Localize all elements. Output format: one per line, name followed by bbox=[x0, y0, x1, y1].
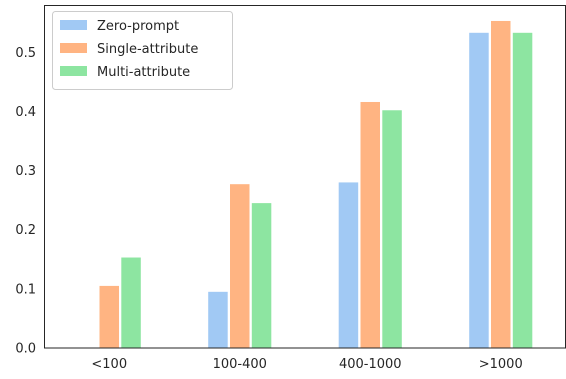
bar-single-attribute-3 bbox=[491, 20, 511, 348]
bar-multi-attribute-2 bbox=[382, 110, 402, 348]
bar-multi-attribute-0 bbox=[121, 257, 141, 348]
legend-label: Multi-attribute bbox=[97, 65, 190, 80]
legend-label: Single-attribute bbox=[97, 42, 198, 57]
bar-zero-prompt-3 bbox=[469, 32, 489, 348]
y-tick-label: 0.5 bbox=[15, 46, 36, 61]
y-tick-label: 0.3 bbox=[15, 164, 36, 179]
legend: Zero-prompt Single-attribute Multi-attribu… bbox=[52, 11, 233, 90]
x-axis-ticks: <100 100-400 400-1000 >1000 bbox=[91, 357, 522, 372]
y-tick-label: 0.1 bbox=[15, 282, 36, 297]
legend-swatch bbox=[60, 20, 87, 30]
legend-swatch bbox=[60, 43, 87, 53]
x-tick-label: 100-400 bbox=[213, 357, 267, 372]
x-tick-label: <100 bbox=[91, 357, 127, 372]
x-tick-label: 400-1000 bbox=[339, 357, 402, 372]
legend-box bbox=[52, 11, 233, 90]
bar-single-attribute-1 bbox=[230, 184, 250, 348]
bars-layer bbox=[99, 20, 533, 348]
y-tick-label: 0.2 bbox=[15, 223, 36, 238]
bar-single-attribute-0 bbox=[99, 285, 119, 348]
y-tick-label: 0.4 bbox=[15, 105, 36, 120]
y-tick-label: 0.0 bbox=[15, 342, 36, 357]
legend-label: Zero-prompt bbox=[97, 19, 179, 34]
bar-multi-attribute-1 bbox=[251, 203, 272, 348]
x-tick-label: >1000 bbox=[479, 357, 523, 372]
bar-single-attribute-2 bbox=[360, 101, 380, 348]
y-axis-ticks: 0.0 0.1 0.2 0.3 0.4 0.5 bbox=[15, 46, 36, 357]
bar-zero-prompt-2 bbox=[338, 182, 359, 348]
legend-swatch bbox=[60, 66, 87, 76]
bar-zero-prompt-1 bbox=[208, 291, 228, 348]
bar-multi-attribute-3 bbox=[512, 32, 533, 348]
